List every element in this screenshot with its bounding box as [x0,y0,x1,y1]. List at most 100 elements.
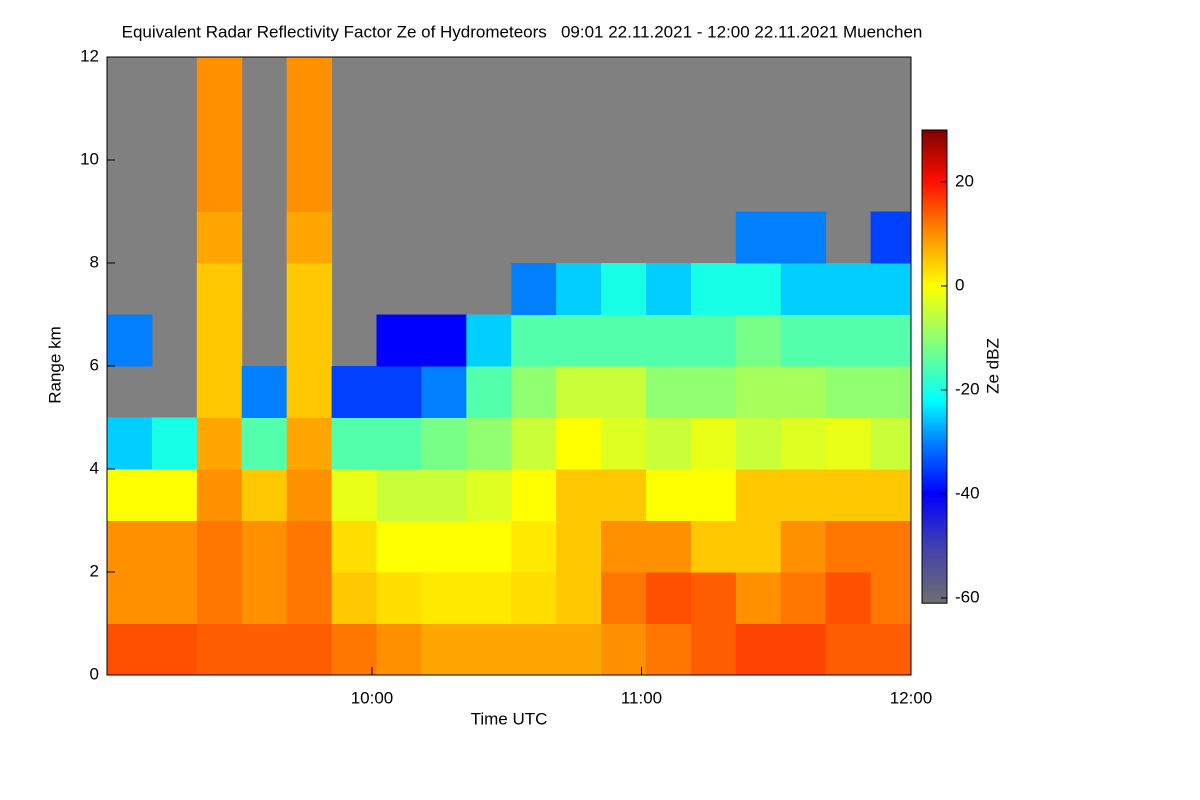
heatmap-cell [601,366,647,418]
heatmap-cell [511,366,557,418]
heatmap-cell [151,623,198,676]
heatmap-cell [376,623,422,676]
heatmap-cell [870,469,912,521]
heatmap-cell [196,366,243,418]
heatmap-cell [196,57,243,109]
heatmap-cell [286,314,333,367]
heatmap-cell [196,160,243,212]
heatmap-cell [511,572,557,624]
heatmap-cell [196,469,243,521]
heatmap-cell [601,520,647,573]
heatmap-cell [421,520,467,573]
heatmap-cell [466,520,512,573]
x-tick-label: 11:00 [621,688,662,707]
heatmap-cell [780,623,827,676]
heatmap-cell [511,263,557,315]
heatmap-cell [241,572,288,624]
heatmap-cell [645,263,692,315]
heatmap-cell [780,263,827,315]
heatmap-cell [690,572,737,624]
heatmap-cell [556,469,602,521]
heatmap-cell [421,366,467,418]
colorbar [921,129,948,604]
heatmap-cell [511,520,557,573]
heatmap-cell [870,417,912,470]
heatmap-cell [870,623,912,676]
y-tick-label: 0 [90,664,99,683]
heatmap-cell [735,314,782,367]
y-tick-label: 2 [90,561,99,580]
heatmap-cell [735,623,782,676]
heatmap-cell [196,572,243,624]
heatmap-cell [870,314,912,367]
heatmap-cell [331,366,377,418]
heatmap-cell [196,263,243,315]
heatmap-cell [151,520,198,573]
heatmap-cell [331,572,377,624]
heatmap-cell [735,417,782,470]
heatmap-cell [196,211,243,264]
heatmap-cell [241,469,288,521]
heatmap-cell [825,520,872,573]
heatmap-cell [556,263,602,315]
heatmap-cell [376,366,422,418]
heatmap-cell [780,520,827,573]
heatmap-cell [825,469,872,521]
y-axis-label: Range km [45,326,64,403]
heatmap-cell [870,520,912,573]
heatmap-cell [735,520,782,573]
heatmap-cell [601,417,647,470]
colorbar-tick-label: -20 [955,379,980,398]
heatmap-cell [421,469,467,521]
heatmap-cell [107,623,153,676]
heatmap-cell [286,520,333,573]
heatmap-cell [466,366,512,418]
y-tick-label: 12 [80,46,99,65]
heatmap-cell [107,314,153,367]
x-tick-label: 12:00 [890,688,933,707]
heatmap-cell [556,417,602,470]
heatmap-cell [421,417,467,470]
heatmap-cell [511,417,557,470]
heatmap-cell [151,469,198,521]
heatmap-cell [286,160,333,212]
heatmap-cell [196,108,243,161]
heatmap-cell [331,417,377,470]
heatmap-cell [196,520,243,573]
heatmap-cell [780,366,827,418]
heatmap-cell [107,469,153,521]
heatmap-cell [286,469,333,521]
heatmap-cell [690,366,737,418]
heatmap-cell [466,469,512,521]
heatmap-cell [735,572,782,624]
heatmap-cell [286,211,333,264]
colorbar-tick-label: 20 [955,171,974,190]
heatmap-cell [241,366,288,418]
heatmap-cell [825,263,872,315]
heatmap-cell [870,366,912,418]
heatmap-cell [241,623,288,676]
heatmap-cell [780,572,827,624]
y-tick-label: 10 [80,149,99,168]
heatmap-cell [870,211,912,264]
heatmap-cell [241,520,288,573]
heatmap-cell [556,314,602,367]
heatmap-cell [286,366,333,418]
heatmap-cell [690,314,737,367]
heatmap-cell [556,520,602,573]
heatmap-cell [241,417,288,470]
heatmap-cell [331,623,377,676]
heatmap-cell [735,366,782,418]
heatmap-cell [331,520,377,573]
heatmap-cell [645,520,692,573]
heatmap-cell [645,366,692,418]
colorbar-tick-label: 0 [955,275,964,294]
heatmap-cell [601,469,647,521]
heatmap-cell [690,520,737,573]
heatmap-cell [511,469,557,521]
heatmap-cell [690,469,737,521]
heatmap-cell [735,211,782,264]
heatmap-cell [421,623,467,676]
heatmap-cell [601,572,647,624]
